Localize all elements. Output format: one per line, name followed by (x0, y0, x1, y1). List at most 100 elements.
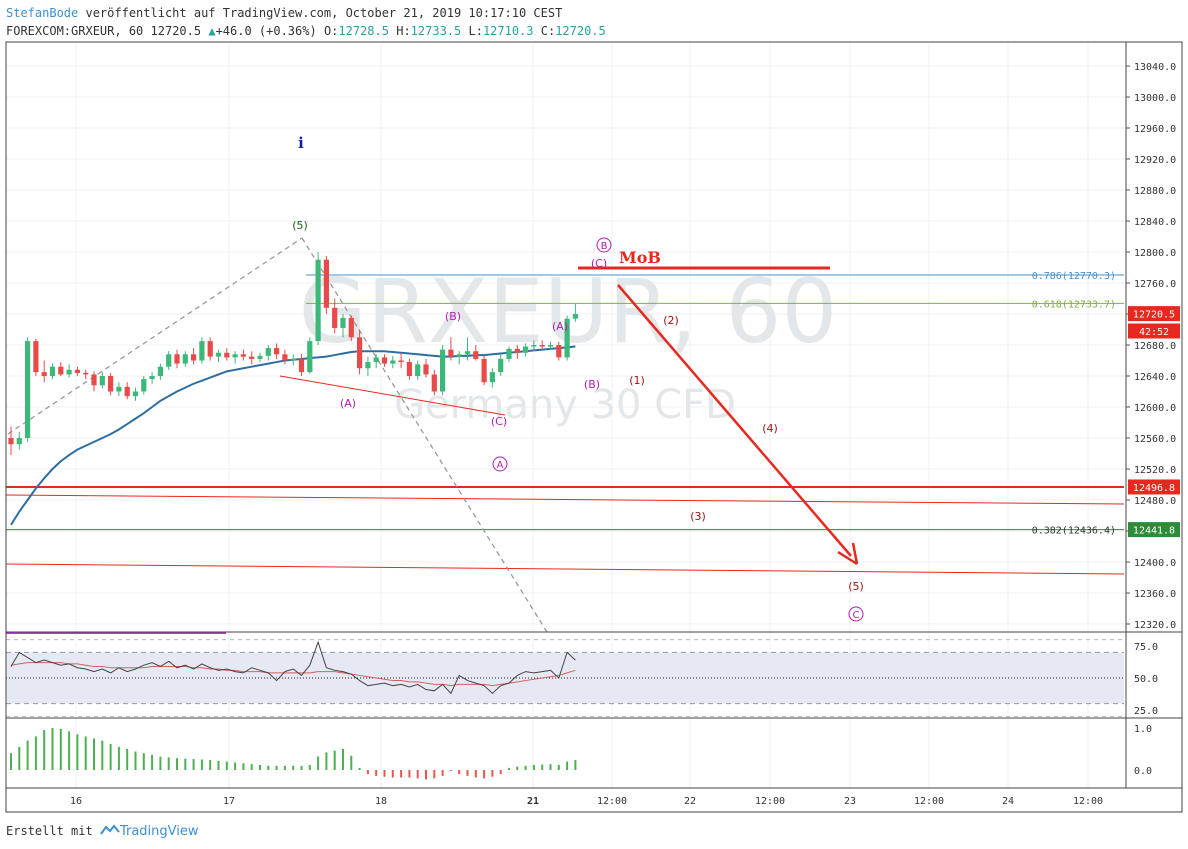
candle-body (406, 362, 412, 376)
candle (290, 354, 296, 366)
candle-body (348, 317, 354, 338)
candle (406, 358, 412, 380)
candle-body (315, 259, 321, 342)
candle (108, 372, 114, 396)
price-label-bg (1128, 479, 1180, 495)
tradingview-brand: TradingView (119, 824, 199, 839)
candle (531, 340, 537, 352)
wave-label-proj-1: (1) (629, 374, 645, 387)
price-tick-label: 12960.0 (1134, 124, 1176, 135)
candle (265, 345, 271, 361)
candle-body (265, 348, 271, 356)
dashed-wave-up (7, 237, 303, 435)
candle-body (514, 348, 520, 353)
candle-body (415, 364, 421, 376)
candle-body (365, 362, 371, 369)
candle-body (282, 354, 288, 361)
candle-body (174, 354, 180, 364)
author-name[interactable]: StefanBode (6, 6, 79, 20)
candle-body (49, 366, 56, 376)
last-price: 12720.5 (150, 24, 202, 38)
time-tick-label: 12:00 (755, 796, 785, 807)
fib-label: 0.382(12436.4) (1032, 526, 1116, 537)
candle (498, 354, 504, 376)
wave-circle-wave-B-circle (596, 237, 612, 253)
candle (149, 372, 155, 384)
candle-body (298, 358, 305, 373)
candle-body (224, 352, 230, 358)
candle-body (141, 379, 147, 392)
price-tick-label: 12360.0 (1134, 589, 1176, 600)
made-with-text: Erstellt mit (6, 824, 93, 838)
candle-body (240, 354, 246, 357)
price-tick-label: 13000.0 (1134, 93, 1176, 104)
up-arrow-icon: ▲ (208, 24, 216, 38)
candle (174, 349, 180, 369)
candle (66, 364, 72, 378)
price-tick-label: 12760.0 (1134, 279, 1176, 290)
tradingview-logo[interactable]: TradingView (100, 824, 199, 839)
rsi-tick-label: 75.0 (1134, 642, 1158, 653)
wave-label-wave-a: (A) (340, 397, 356, 410)
candle (506, 346, 512, 363)
price-tick-label: 12880.0 (1134, 186, 1176, 197)
candle (124, 382, 130, 400)
candle-body (440, 349, 446, 392)
close-label: C: (540, 24, 556, 38)
rsi-line (10, 640, 576, 695)
candle (41, 360, 47, 383)
publish-text: veröffentlicht auf TradingView.com, Octo… (85, 6, 563, 20)
candle-body (539, 345, 545, 347)
fib-label: 0.618(12733.7) (1032, 299, 1116, 310)
candle-body (572, 314, 578, 319)
candle-body (99, 376, 105, 386)
trend-line-1 (5, 494, 1125, 505)
candle (58, 362, 64, 376)
candle (556, 341, 562, 361)
price-tick-label: 12400.0 (1134, 558, 1176, 569)
candle (448, 337, 454, 361)
candle (224, 348, 230, 361)
momentum-pane (10, 728, 577, 780)
candle (390, 355, 396, 369)
candle (564, 315, 570, 361)
candle-body (464, 351, 471, 355)
candle (373, 354, 379, 369)
candle (282, 349, 288, 365)
rsi-tick-label: 50.0 (1134, 674, 1158, 685)
wave-label-proj-5: (5) (848, 580, 864, 593)
candle (365, 356, 371, 376)
price-label-bg (1128, 306, 1180, 322)
candle-body (124, 386, 130, 397)
candle (423, 358, 429, 378)
candle-body (307, 341, 313, 373)
wave-label-wave-c2: (C) (591, 257, 607, 270)
candle (191, 348, 197, 365)
candle-body (232, 354, 238, 358)
time-tick-label: 16 (70, 796, 82, 807)
wave-label-wave-C-circle: C (853, 610, 860, 621)
candle (514, 345, 520, 359)
candle-body (456, 354, 462, 357)
low-label: L: (468, 24, 483, 38)
footer: Erstellt mit TradingView (6, 824, 198, 839)
candle (232, 351, 238, 364)
tradingview-logo-icon (100, 824, 120, 835)
publish-info: StefanBode veröffentlicht auf TradingVie… (6, 6, 562, 20)
close-value: 12720.5 (555, 24, 606, 38)
high-value: 12733.5 (410, 24, 462, 38)
price-tick-label: 12680.0 (1134, 341, 1176, 352)
rsi-tick-label: 25.0 (1134, 706, 1158, 717)
price-tick-label: 12800.0 (1134, 248, 1176, 259)
candle-body (41, 372, 47, 376)
low-value: 12710.3 (482, 24, 534, 38)
candle (240, 349, 246, 361)
candle (33, 338, 39, 376)
candle (8, 426, 14, 456)
candle-body (564, 318, 570, 358)
candles (8, 252, 578, 456)
drawings-back (5, 237, 1125, 633)
price-label-bg (1128, 522, 1180, 538)
candle (332, 298, 338, 334)
